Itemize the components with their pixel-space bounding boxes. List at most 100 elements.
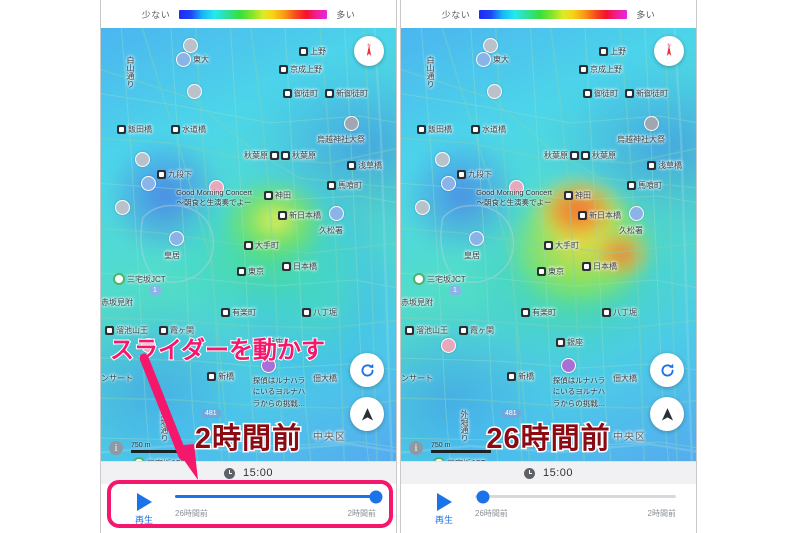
- event-poi-icon: [261, 358, 276, 373]
- event-title: Good Morning Concert: [176, 188, 252, 197]
- play-icon: [436, 492, 452, 511]
- festival-poi-icon: [344, 116, 359, 131]
- clock-icon: [223, 467, 235, 479]
- route-badge-small: 1: [149, 286, 161, 295]
- generic-poi-icon: [483, 38, 498, 53]
- locate-button[interactable]: [350, 397, 384, 431]
- slider-max-label: 2時間前: [347, 509, 376, 518]
- time-slider[interactable]: 26時間前 2時間前: [473, 490, 682, 519]
- map-event-concert: Good Morning Concert 〜朝食と生演奏でよー: [449, 188, 579, 208]
- event-subtitle: 〜朝食と生演奏でよー: [176, 198, 252, 208]
- generic-poi-icon: [435, 152, 450, 167]
- scale-label: 750 m: [131, 442, 151, 449]
- event2-line3: ラからの挑戦…: [252, 398, 306, 408]
- slider-min-label: 26時間前: [475, 509, 508, 518]
- scale-label: 750 m: [431, 442, 451, 449]
- police-poi-icon: [329, 206, 344, 221]
- compass-button[interactable]: N: [654, 36, 684, 66]
- refresh-button[interactable]: [650, 353, 684, 387]
- slider-thumb[interactable]: [476, 490, 490, 503]
- play-label: 再生: [134, 514, 153, 525]
- event-subtitle: 〜朝食と生演奏でよー: [476, 198, 552, 208]
- scale-line: [131, 450, 191, 453]
- event-poi-icon: [561, 358, 576, 373]
- play-button[interactable]: 再生: [415, 492, 473, 526]
- slider-thumb[interactable]: [369, 490, 383, 503]
- compass-north-icon: N: [366, 42, 372, 56]
- event2-line1: 探偵はルナハラ: [552, 376, 606, 385]
- music-poi-icon: [141, 338, 156, 353]
- clock-time-label: 15:00: [242, 467, 274, 479]
- time-slider[interactable]: 26時間前 2時間前: [173, 490, 383, 519]
- event-title: Good Morning Concert: [476, 188, 552, 197]
- navigation-arrow-icon: [361, 407, 373, 420]
- svg-text:N: N: [367, 42, 370, 47]
- legend-low-label: 少ない: [141, 9, 171, 20]
- generic-poi-icon: [141, 176, 156, 191]
- play-label: 再生: [434, 514, 453, 525]
- generic-poi-icon: [441, 176, 456, 191]
- festival-poi-icon: [644, 116, 659, 131]
- scale-line: [431, 450, 491, 453]
- playback-controls-left: 15:00 再生 26時間前 2時間前: [101, 461, 396, 533]
- generic-poi-icon: [415, 200, 430, 215]
- generic-poi-icon: [115, 200, 130, 215]
- time-ago-caption-right: 26時間前: [485, 422, 611, 457]
- music-poi-icon: [509, 180, 524, 195]
- map-event-concert: Good Morning Concert 〜朝食と生演奏でよー: [149, 188, 279, 208]
- generic-poi-icon: [183, 38, 198, 53]
- legend-gradient-bar: [479, 9, 628, 19]
- info-icon[interactable]: i: [409, 441, 423, 455]
- heatmap-legend: 少ない 多い: [401, 0, 696, 28]
- slider-fill: [175, 495, 376, 498]
- time-ago-caption-left: 2時間前: [193, 422, 303, 457]
- play-icon: [136, 492, 152, 511]
- compass-button[interactable]: N: [354, 36, 384, 66]
- palace-poi-icon: [469, 231, 484, 246]
- slider-track[interactable]: [175, 490, 383, 503]
- event2-line2: にいるヨルナハ: [252, 387, 306, 397]
- legend-low-label: 少ない: [441, 9, 471, 20]
- legend-high-label: 多い: [336, 9, 356, 20]
- phone-panel-left: 少ない 多い: [100, 0, 397, 533]
- map-canvas-left[interactable]: 東大 白山通り 上野 京成上野 御徒町 新御徒町 飯田橋 水道橋 秋葉原 秋葉原 …: [101, 28, 396, 461]
- music-poi-icon: [209, 180, 224, 195]
- clock-icon: [523, 467, 535, 479]
- map-scale-bar: 750 m: [431, 442, 491, 453]
- route-badge: 481: [501, 409, 521, 418]
- annotation-slider-hint: スライダーを動かす: [109, 336, 326, 365]
- heatmap-legend: 少ない 多い: [101, 0, 396, 28]
- slider-end-labels: 26時間前 2時間前: [475, 508, 676, 519]
- route-badge-small: 1: [449, 286, 461, 295]
- refresh-icon: [661, 363, 674, 376]
- compass-north-icon: N: [666, 42, 672, 56]
- police-poi-icon: [629, 206, 644, 221]
- slider-min-label: 26時間前: [175, 509, 208, 518]
- player-row: 再生 26時間前 2時間前: [101, 484, 396, 533]
- palace-poi-icon: [169, 231, 184, 246]
- playback-controls-right: 15:00 再生 26時間前 2時間前: [401, 461, 696, 533]
- current-time-row: 15:00: [401, 461, 696, 484]
- generic-poi-icon: [187, 84, 202, 99]
- map-event-detective: 探偵はルナハラ にいるヨルナハ ラからの挑戦…: [537, 375, 621, 409]
- refresh-icon: [361, 363, 374, 376]
- map-scale-bar: 750 m: [131, 442, 191, 453]
- legend-gradient-bar: [179, 9, 328, 19]
- route-badge: 481: [201, 409, 221, 418]
- slider-end-labels: 26時間前 2時間前: [175, 508, 376, 519]
- play-button[interactable]: 再生: [115, 492, 173, 526]
- svg-text:N: N: [667, 42, 670, 47]
- info-icon[interactable]: i: [109, 441, 123, 455]
- player-row: 再生 26時間前 2時間前: [401, 484, 696, 533]
- navigation-arrow-icon: [661, 407, 673, 420]
- annotation-highlight-box: [107, 480, 393, 528]
- music-poi-icon: [441, 338, 456, 353]
- clock-time-label: 15:00: [542, 467, 574, 479]
- map-canvas-right[interactable]: 東大 白山通り 上野 京成上野 御徒町 新御徒町 飯田橋 水道橋 秋葉原 秋葉原 …: [401, 28, 696, 461]
- locate-button[interactable]: [650, 397, 684, 431]
- refresh-button[interactable]: [350, 353, 384, 387]
- slider-track[interactable]: [475, 490, 676, 503]
- generic-poi-icon: [487, 84, 502, 99]
- event2-line1: 探偵はルナハラ: [252, 376, 306, 385]
